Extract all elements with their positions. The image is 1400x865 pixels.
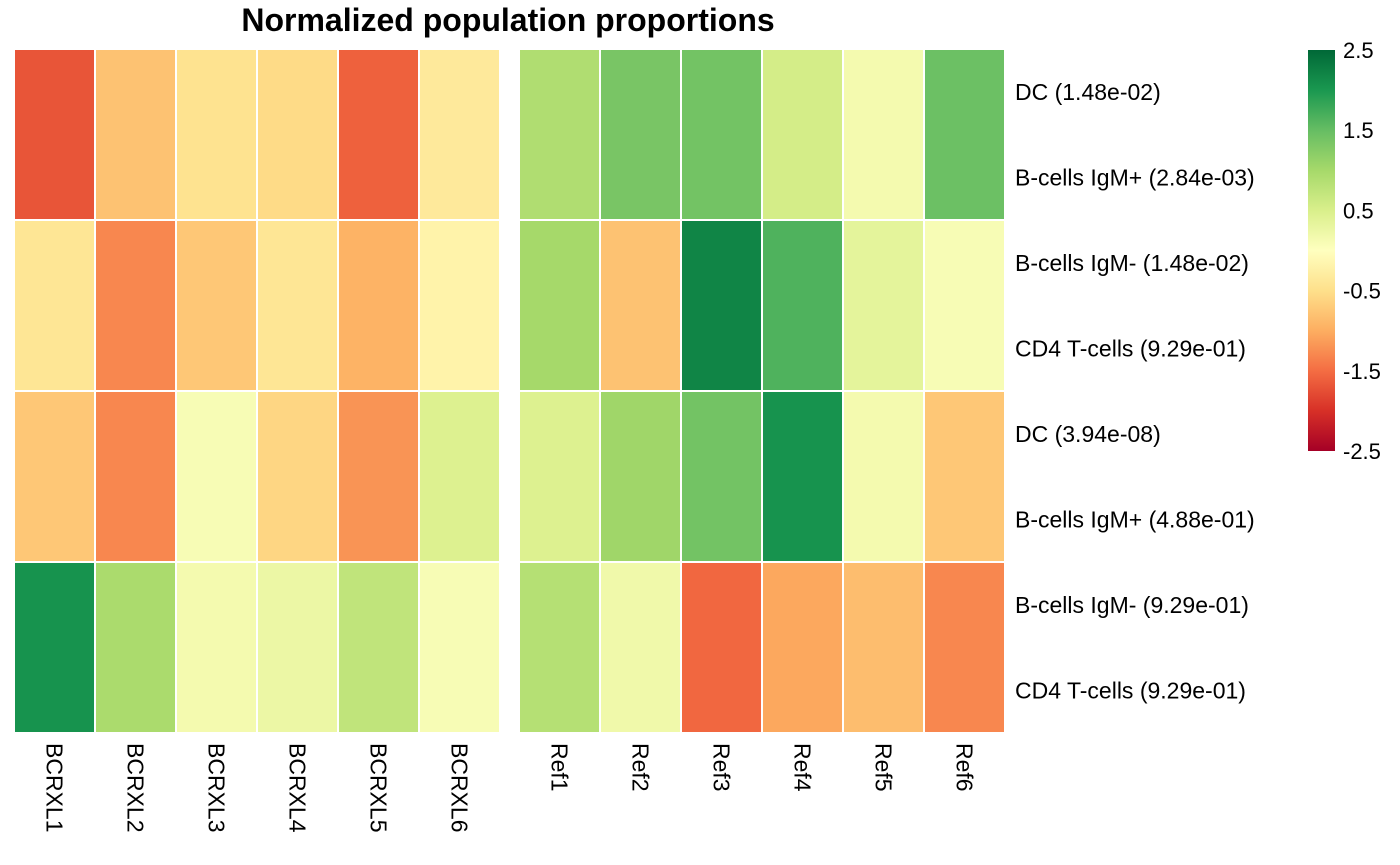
- heatmap-cell: [761, 219, 844, 392]
- column-label: Ref6: [952, 743, 978, 792]
- column-label: BCRXL4: [285, 743, 311, 833]
- heatmap-cell: [94, 561, 177, 734]
- heatmap-cell: [842, 561, 925, 734]
- column-label: Ref1: [547, 743, 573, 792]
- colorbar-legend: 2.5 1.5 0.5 -0.5 -1.5 -2.5: [1308, 38, 1381, 464]
- colorbar-tick-label: -0.5: [1343, 279, 1381, 304]
- row-label: CD4 T-cells (9.29e-01): [1015, 335, 1246, 361]
- heatmap-cell: [337, 219, 420, 392]
- heatmap-cell: [518, 561, 601, 734]
- colorbar-gradient: [1308, 50, 1335, 451]
- column-label: Ref4: [790, 743, 816, 792]
- heatmap-cell: [175, 561, 258, 734]
- heatmap-cell: [599, 48, 682, 221]
- heatmap-cell: [680, 219, 763, 392]
- heatmap-cell: [842, 390, 925, 563]
- heatmap-cell: [256, 48, 339, 221]
- column-label: BCRXL3: [204, 743, 230, 832]
- heatmap-cell: [337, 48, 420, 221]
- chart-title: Normalized population proportions: [241, 2, 774, 38]
- heatmap-cell: [13, 390, 96, 563]
- heatmap-cell: [256, 390, 339, 563]
- heatmap-cell: [175, 390, 258, 563]
- row-labels: DC (1.48e-02) B-cells IgM+ (2.84e-03) B-ce…: [1015, 79, 1255, 704]
- heatmap-cell: [13, 219, 96, 392]
- heatmap-cell: [923, 561, 1006, 734]
- colorbar-tick-label: -1.5: [1343, 359, 1381, 384]
- heatmap-cell: [256, 561, 339, 734]
- colorbar-tick-label: 0.5: [1343, 198, 1374, 223]
- column-label: Ref3: [709, 743, 735, 792]
- heatmap-cell: [175, 48, 258, 221]
- heatmap-cell: [923, 219, 1006, 392]
- heatmap-cell: [94, 48, 177, 221]
- heatmap-cell: [842, 48, 925, 221]
- row-label: B-cells IgM- (1.48e-02): [1015, 250, 1249, 276]
- row-label: DC (1.48e-02): [1015, 79, 1161, 105]
- heatmap-cell: [94, 219, 177, 392]
- heatmap-cell: [680, 390, 763, 563]
- heatmap-cell: [418, 390, 501, 563]
- heatmap-cell: [599, 390, 682, 563]
- heatmap-cell: [518, 390, 601, 563]
- colorbar-tick-label: 1.5: [1343, 118, 1374, 143]
- heatmap-cell: [842, 219, 925, 392]
- heatmap-cell: [680, 48, 763, 221]
- column-label: BCRXL2: [123, 743, 149, 832]
- heatmap-cell: [518, 219, 601, 392]
- heatmap-cell: [761, 561, 844, 734]
- column-label: Ref5: [871, 743, 897, 792]
- column-label: BCRXL6: [447, 743, 473, 832]
- heatmap-cell: [337, 561, 420, 734]
- heatmap-cell: [599, 561, 682, 734]
- heatmap-cell: [923, 390, 1006, 563]
- column-labels: BCRXL1 BCRXL2 BCRXL3 BCRXL4 BCRXL5 BCRXL6 Ref1…: [42, 743, 978, 833]
- heatmap-cell: [761, 48, 844, 221]
- column-label: BCRXL1: [42, 743, 68, 832]
- row-label: B-cells IgM+ (2.84e-03): [1015, 164, 1255, 190]
- heatmap-cell: [256, 219, 339, 392]
- column-label: BCRXL5: [366, 743, 392, 832]
- heatmap-cell: [175, 219, 258, 392]
- row-label: CD4 T-cells (9.29e-01): [1015, 677, 1246, 703]
- heatmap-cell: [94, 390, 177, 563]
- column-label: Ref2: [628, 743, 654, 792]
- heatmap-cell: [923, 48, 1006, 221]
- row-label: DC (3.94e-08): [1015, 421, 1161, 447]
- heatmap-cells: [13, 48, 1006, 734]
- heatmap-cell: [680, 561, 763, 734]
- heatmap-cell: [761, 390, 844, 563]
- heatmap-cell: [13, 48, 96, 221]
- heatmap-cell: [599, 219, 682, 392]
- heatmap-cell: [337, 390, 420, 563]
- heatmap-cell: [418, 219, 501, 392]
- heatmap-cell: [418, 561, 501, 734]
- row-label: B-cells IgM- (9.29e-01): [1015, 592, 1249, 618]
- colorbar-tick-label: 2.5: [1343, 38, 1374, 63]
- heatmap-cell: [418, 48, 501, 221]
- heatmap-cell: [518, 48, 601, 221]
- heatmap-cell: [13, 561, 96, 734]
- colorbar-tick-label: -2.5: [1343, 439, 1381, 464]
- row-label: B-cells IgM+ (4.88e-01): [1015, 506, 1255, 532]
